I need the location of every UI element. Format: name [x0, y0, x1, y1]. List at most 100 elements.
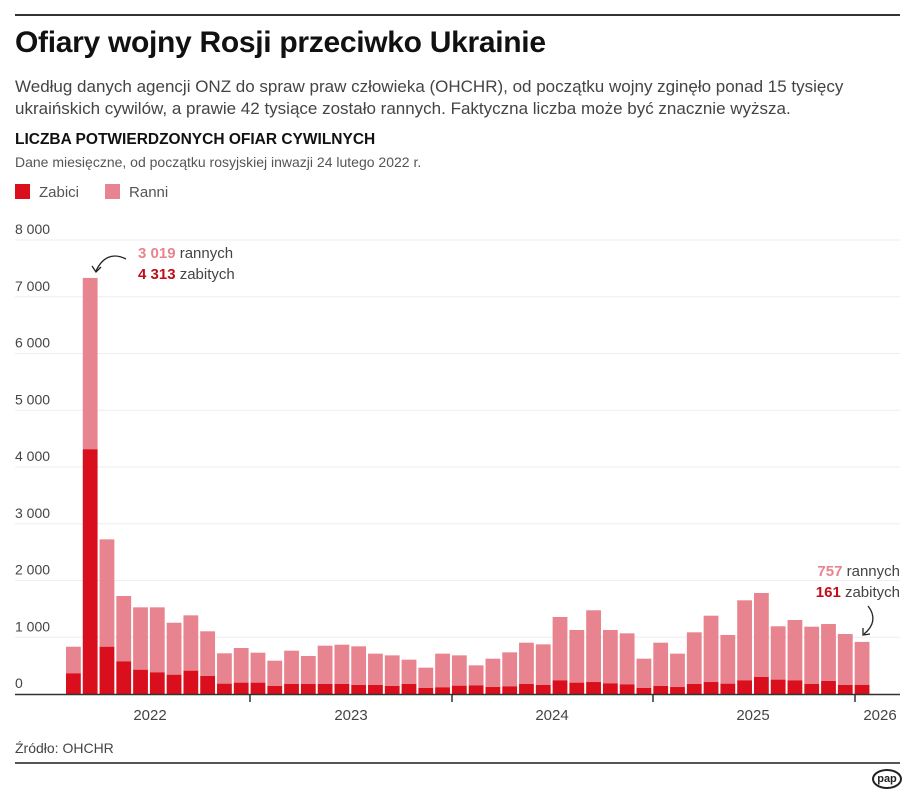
bar-wounded: [502, 652, 518, 687]
x-tick-label: 2022: [133, 707, 166, 724]
arrowhead-icon: [862, 628, 871, 636]
bar-wounded: [787, 619, 803, 681]
bar-wounded: [586, 610, 601, 683]
y-tick-label: 4 000: [15, 448, 50, 464]
legend-item-killed: Zabici: [15, 184, 79, 201]
bar-wounded: [737, 600, 752, 681]
y-tick-label: 7 000: [15, 278, 50, 294]
annotation-killed-value: 4 313: [138, 266, 176, 283]
bar-killed: [804, 684, 820, 694]
bar-wounded: [317, 645, 333, 685]
svg-text:4 313 zabitych: 4 313 zabitych: [138, 266, 235, 283]
annotation-killed-text: zabitych: [180, 266, 235, 283]
bar-wounded: [66, 646, 81, 674]
bar-killed: [602, 683, 618, 694]
bar-wounded: [770, 626, 786, 680]
bar-killed: [485, 687, 501, 694]
svg-text:757 rannych: 757 rannych: [817, 563, 900, 580]
y-tick-label: 8 000: [15, 221, 50, 237]
bar-killed: [284, 684, 299, 694]
bar-wounded: [451, 655, 467, 686]
bar-wounded: [837, 634, 853, 685]
bar-wounded: [149, 607, 165, 673]
x-tick-label: 2024: [535, 707, 568, 724]
annotation-wounded-value: 757: [817, 563, 842, 580]
legend-label-wounded: Ranni: [129, 184, 169, 201]
bar-wounded: [753, 592, 769, 677]
bar-wounded: [233, 647, 249, 683]
bar-killed: [653, 685, 669, 694]
svg-text:3 019 rannych: 3 019 rannych: [138, 245, 233, 262]
y-tick-label: 0: [15, 675, 23, 691]
bar-killed: [821, 681, 836, 694]
bar-killed: [435, 687, 450, 694]
bar-killed: [854, 684, 870, 694]
bar-wounded: [267, 660, 283, 686]
bar-wounded: [418, 667, 434, 688]
bar-wounded: [116, 595, 132, 662]
bar-wounded: [703, 615, 719, 683]
annotation-latest: 757 rannych 161 zabitych: [816, 563, 900, 636]
bar-wounded: [284, 650, 299, 685]
bar-killed: [636, 687, 652, 694]
bar-killed: [66, 673, 81, 694]
bar-wounded: [821, 624, 836, 682]
bar-wounded: [300, 655, 316, 685]
bar-killed: [703, 682, 719, 694]
bar-killed: [451, 685, 467, 694]
bar-killed: [619, 684, 635, 694]
svg-text:161 zabitych: 161 zabitych: [816, 584, 900, 601]
bar-wounded: [334, 644, 350, 685]
x-tick-label: 2025: [736, 707, 769, 724]
bar-killed: [149, 672, 165, 694]
bar-killed: [586, 682, 601, 694]
chart-subtitle: Dane miesięczne, od początku rosyjskiej …: [15, 154, 422, 170]
annotation-wounded-text: rannych: [180, 245, 233, 262]
bar-wounded: [217, 653, 232, 684]
bar-killed: [217, 683, 232, 694]
bar-wounded: [250, 652, 266, 683]
y-tick-label: 6 000: [15, 335, 50, 351]
y-tick-label: 3 000: [15, 505, 50, 521]
bar-wounded: [183, 615, 199, 671]
bottom-rule: [15, 762, 900, 764]
y-tick-label: 5 000: [15, 391, 50, 407]
annotation-peak: 3 019 rannych 4 313 zabitych: [91, 245, 235, 283]
bar-wounded: [82, 277, 98, 450]
bar-wounded: [602, 629, 618, 684]
arrow-icon: [95, 255, 127, 272]
lead-text: Według danych agencji ONZ do spraw praw …: [15, 77, 844, 118]
bar-killed: [468, 685, 484, 694]
legend-swatch-killed: [15, 184, 30, 199]
bar-wounded: [804, 626, 820, 685]
bar-killed: [82, 449, 98, 694]
bar-wounded: [519, 642, 534, 685]
bar-killed: [300, 684, 316, 694]
bar-killed: [837, 684, 853, 694]
bar-killed: [200, 676, 216, 694]
bar-killed: [116, 661, 132, 694]
bar-killed: [233, 682, 249, 694]
bar-killed: [334, 684, 350, 694]
bar-killed: [418, 687, 434, 694]
bar-killed: [133, 669, 148, 694]
legend-item-wounded: Ranni: [105, 184, 168, 201]
bar-wounded: [200, 631, 216, 677]
bar-killed: [384, 685, 400, 694]
bar-killed: [250, 682, 266, 694]
bar-wounded: [569, 629, 585, 683]
bar-killed: [401, 684, 417, 694]
annotation-wounded-text: rannych: [847, 563, 900, 580]
bar-wounded: [166, 622, 182, 675]
bar-killed: [770, 679, 786, 694]
bar-wounded: [384, 655, 400, 686]
legend: Zabici Ranni: [15, 184, 168, 201]
source-note: Źródło: OHCHR: [15, 740, 114, 756]
bar-wounded: [485, 658, 501, 688]
pap-logo: pap: [872, 769, 902, 789]
bar-wounded: [636, 658, 652, 688]
bar-killed: [670, 687, 685, 694]
bar-wounded: [435, 653, 450, 688]
